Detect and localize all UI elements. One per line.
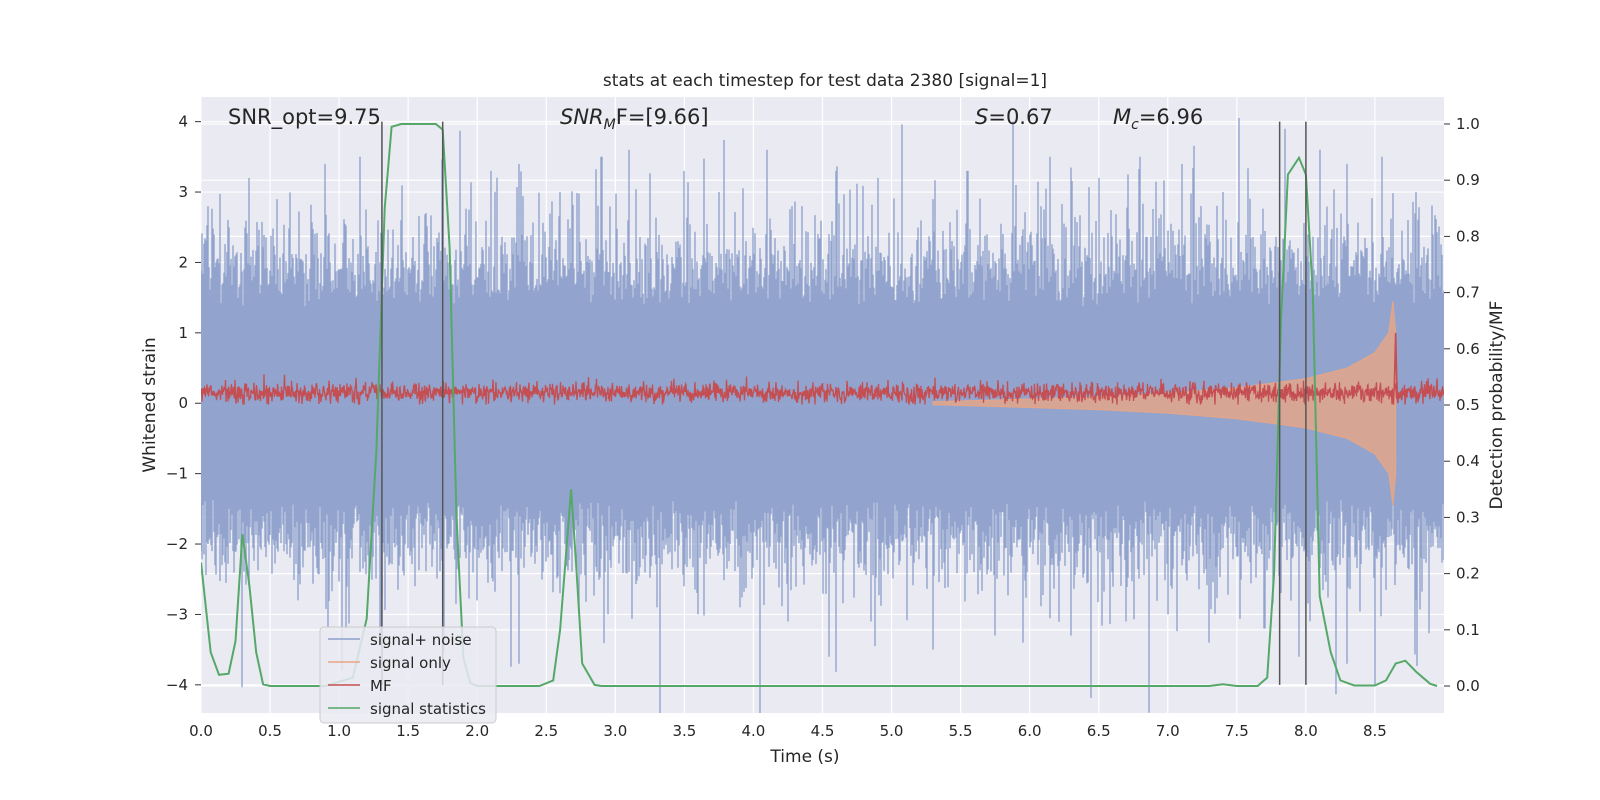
chart-title: stats at each timestep for test data 238…	[603, 71, 1047, 91]
x-tick-label: 6.5	[1087, 722, 1111, 740]
annotation-s-main: S	[975, 105, 988, 129]
y2-tick-label: 0.0	[1456, 677, 1480, 695]
y-tick-label: −1	[166, 465, 188, 483]
annotation-snr-opt: SNR_opt=9.75	[228, 105, 381, 130]
x-tick-label: 4.5	[811, 722, 835, 740]
annotation-snr-mf-sub: M	[604, 117, 616, 133]
y-tick-label: 3	[178, 183, 188, 201]
x-tick-label: 0.0	[189, 722, 213, 740]
y-tick-label: −4	[166, 676, 188, 694]
annotation-snr-mf-tail: F=[9.66]	[616, 105, 709, 129]
x-tick-label: 2.5	[534, 722, 558, 740]
x-tick-label: 0.5	[258, 722, 282, 740]
y-tick-label: −3	[166, 605, 188, 623]
annotation-mc: Mc=6.96	[1113, 105, 1203, 133]
legend-label-signal-only: signal only	[370, 654, 451, 672]
y2-tick-label: 0.8	[1456, 227, 1480, 245]
y-axis-label: Whitened strain	[140, 337, 160, 472]
y2-tick-label: 0.9	[1456, 171, 1480, 189]
y2-tick-label: 0.6	[1456, 340, 1480, 358]
y-tick-label: 2	[178, 253, 188, 271]
legend-label-mf: MF	[370, 677, 392, 695]
x-tick-label: 3.5	[672, 722, 696, 740]
y-tick-label: 4	[178, 113, 188, 131]
y-tick-label: 1	[178, 324, 188, 342]
annotation-s-tail: =0.67	[988, 105, 1052, 129]
x-tick-label: 7.0	[1156, 722, 1180, 740]
y2-tick-label: 0.4	[1456, 452, 1480, 470]
series-signal-statistics	[201, 123, 1438, 687]
y-tick-label: −2	[166, 535, 188, 553]
x-tick-label: 8.5	[1363, 722, 1387, 740]
x-tick-label: 3.0	[603, 722, 627, 740]
x-tick-label: 4.0	[742, 722, 766, 740]
y2-tick-label: 0.1	[1456, 621, 1480, 639]
y2-axis-label: Detection probability/MF	[1487, 301, 1507, 510]
x-tick-label: 1.0	[327, 722, 351, 740]
x-tick-label: 6.0	[1018, 722, 1042, 740]
data-layer	[201, 118, 1444, 713]
y2-tick-label: 0.2	[1456, 565, 1480, 583]
annotation-mc-main: M	[1113, 105, 1131, 129]
axes: 0.0 0.5 1.0 1.5 2.0 2.5 3.0 3.5 4.0 4.5 5.0 5.5 6.0 6…	[166, 113, 1480, 740]
legend-label-signal-noise: signal+ noise	[370, 631, 472, 649]
x-tick-label: 5.0	[880, 722, 904, 740]
x-tick-label: 7.5	[1225, 722, 1249, 740]
annotation-snr-mf: SNRMF=[9.66]	[560, 105, 709, 133]
annotation-mc-tail: =6.96	[1139, 105, 1203, 129]
y-tick-label: 0	[178, 394, 188, 412]
x-tick-label: 2.0	[465, 722, 489, 740]
x-tick-label: 5.5	[949, 722, 973, 740]
legend: signal+ noise signal only MF signal stat…	[319, 626, 497, 724]
mf-peak	[1393, 332, 1398, 397]
series-group	[201, 118, 1444, 713]
legend-label-signal-statistics: signal statistics	[370, 700, 486, 718]
x-axis-label: Time (s)	[769, 747, 839, 767]
series-mf	[201, 374, 1444, 405]
x-tick-label: 8.0	[1294, 722, 1318, 740]
annotation-s: S=0.67	[975, 105, 1053, 129]
x-tick-label: 1.5	[396, 722, 420, 740]
legend-frame	[319, 626, 497, 724]
annotation-mc-sub: c	[1131, 117, 1139, 133]
y2-tick-label: 0.5	[1456, 396, 1480, 414]
y2-tick-label: 0.3	[1456, 508, 1480, 526]
vertical-markers	[381, 121, 1307, 685]
annotation-snr-mf-main: SNR	[560, 105, 604, 129]
y2-tick-label: 0.7	[1456, 284, 1480, 302]
y2-tick-label: 1.0	[1456, 115, 1480, 133]
